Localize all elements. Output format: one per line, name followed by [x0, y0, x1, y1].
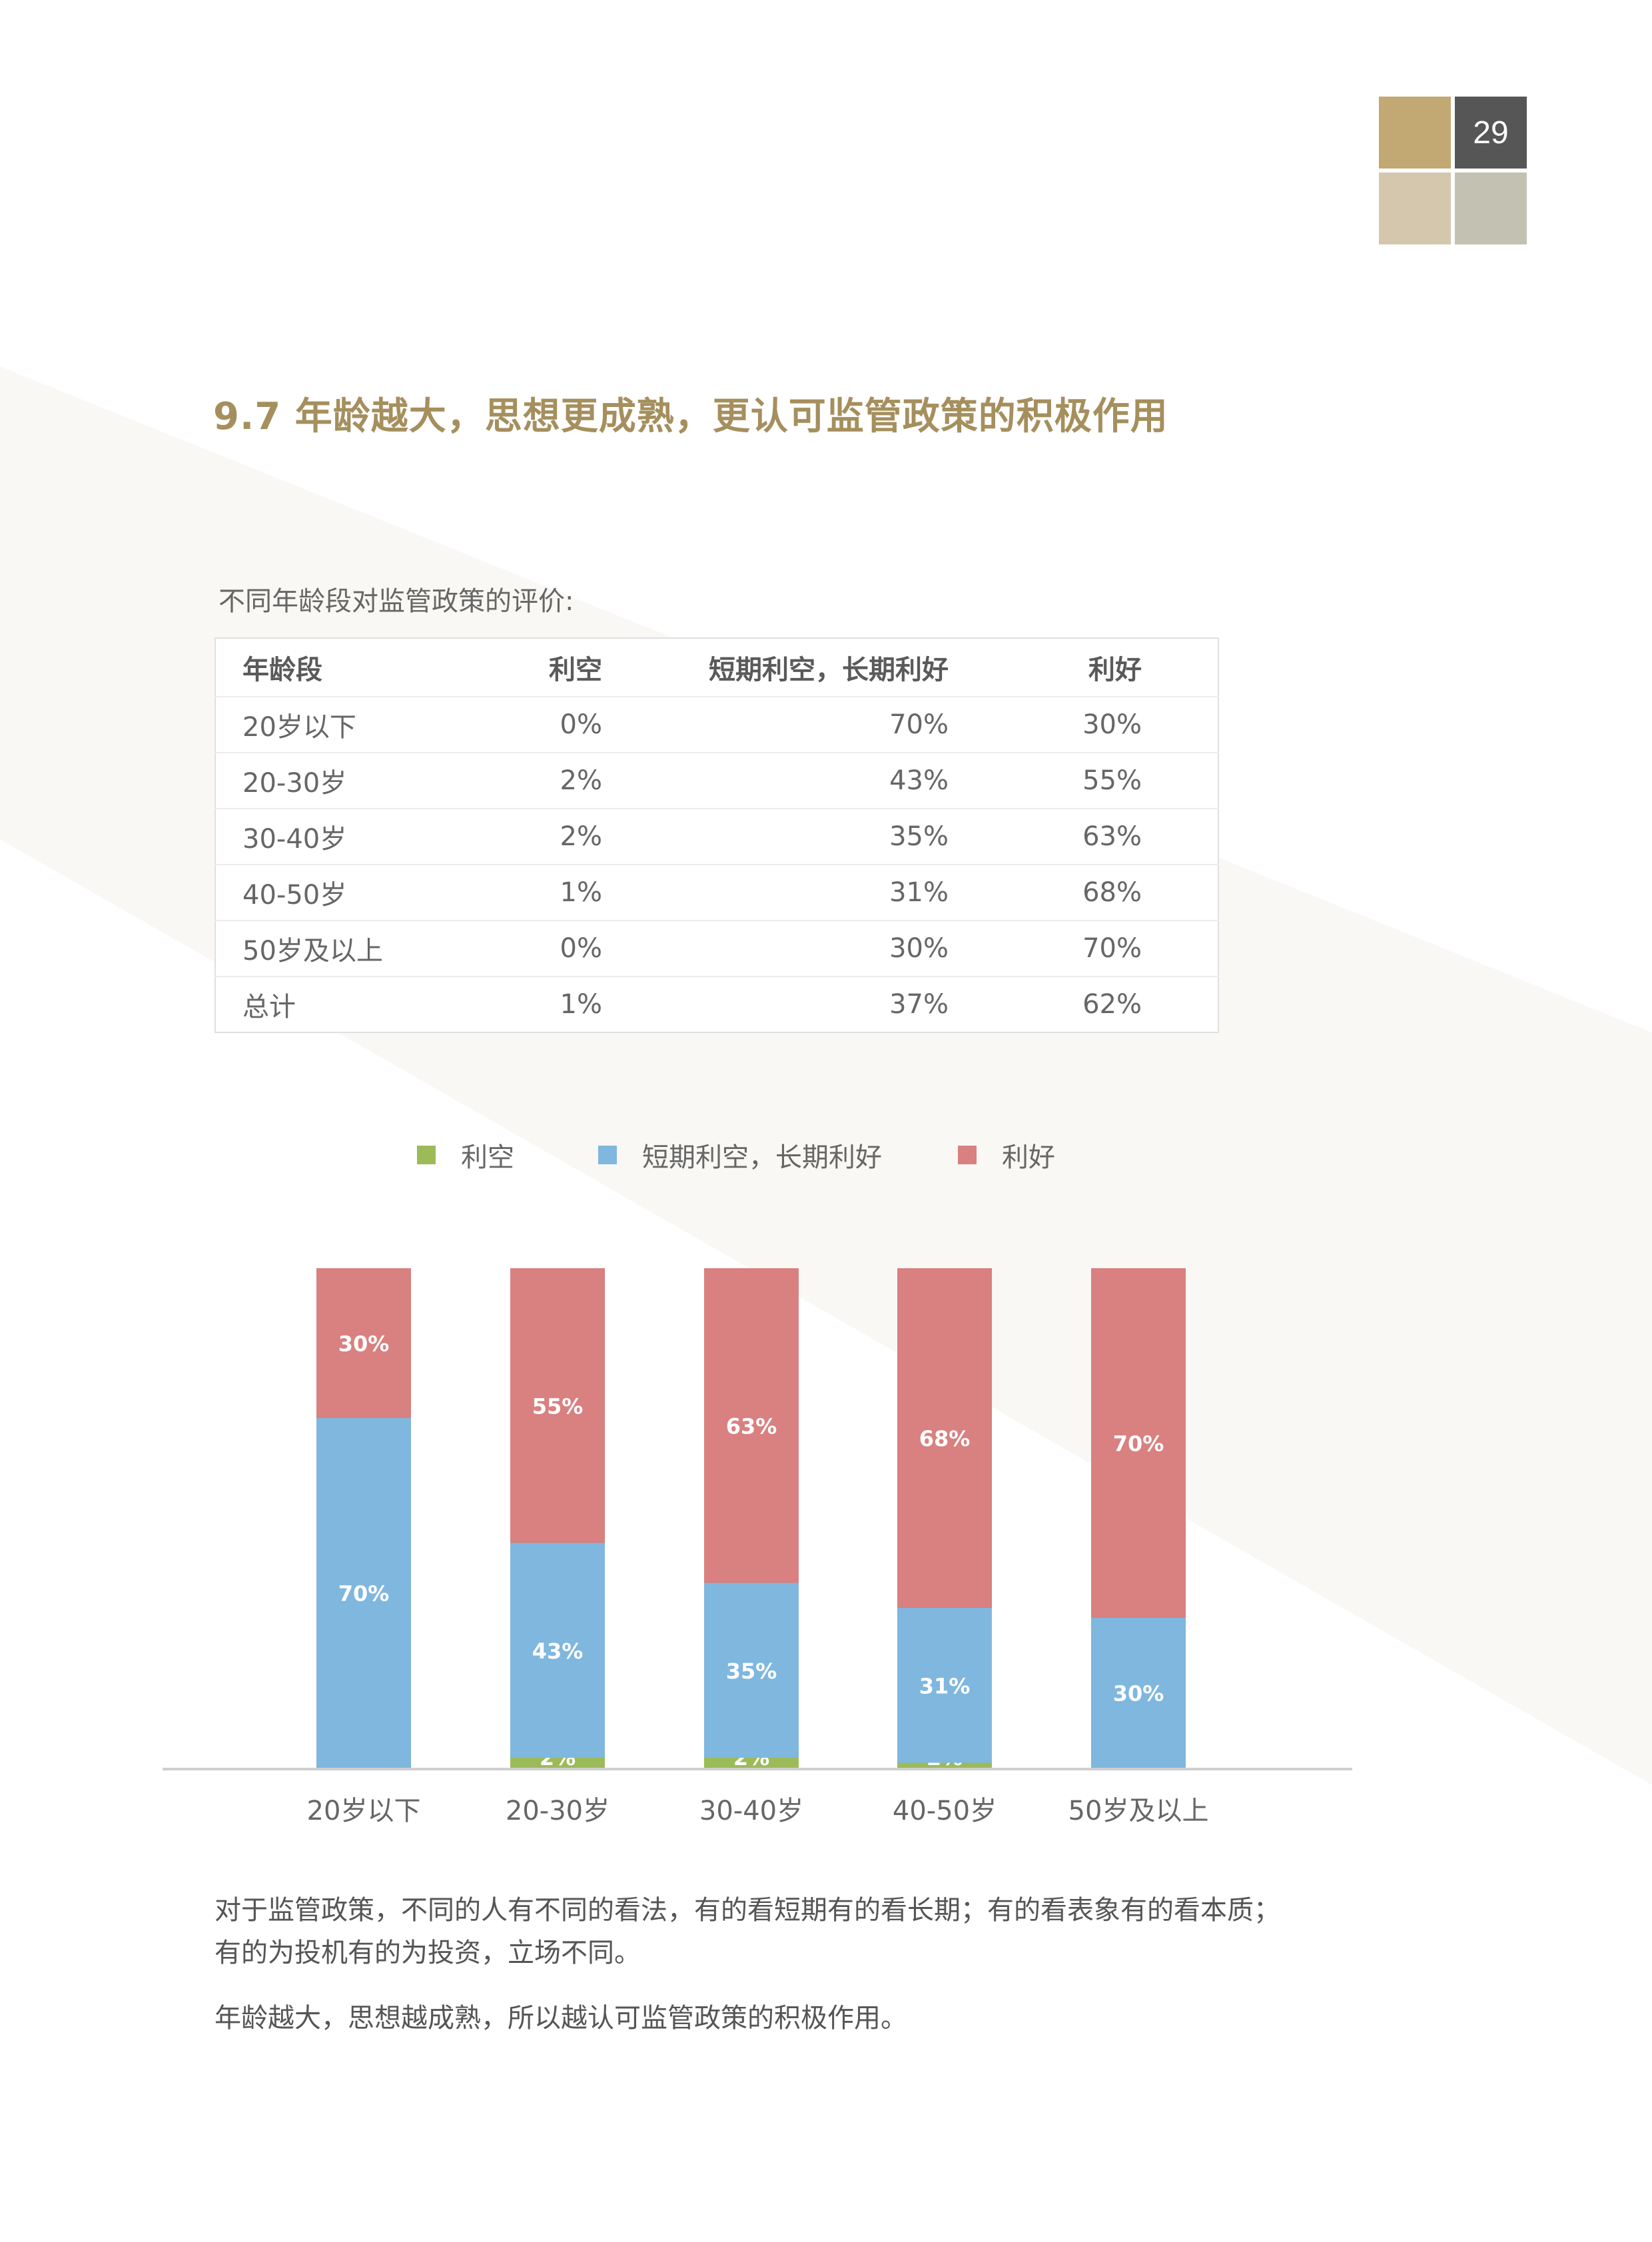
- section-title: 9.7 年龄越大，思想更成熟，更认可监管政策的积极作用: [213, 395, 1168, 438]
- bar-segment: [316, 1268, 411, 1418]
- x-tick-label: 50岁及以上: [1068, 1796, 1209, 1826]
- stacked-bar-chart: 70%30%20岁以下2%43%55%20-30岁2%35%63%30-40岁2…: [163, 1268, 1352, 1826]
- cell-age: 20-30岁: [215, 753, 502, 809]
- cell-positive: 62%: [1082, 989, 1142, 1020]
- header-age-group: 年龄段: [215, 638, 502, 697]
- table-header-row: 年龄段 利空 短期利空，长期利好 利好: [215, 638, 1218, 697]
- cell-age: 50岁及以上: [215, 921, 502, 977]
- bar-segment: [704, 1583, 799, 1758]
- data-label: 35%: [726, 1659, 777, 1684]
- data-label: 31%: [919, 1673, 971, 1698]
- cell-positive: 68%: [949, 865, 1142, 921]
- bar-segment: [704, 1268, 799, 1583]
- body-paragraph-line-2: 有的为投机有的为投资，立场不同。: [214, 1938, 641, 1968]
- x-tick-label: 30-40岁: [699, 1796, 803, 1826]
- header-negative: 利空: [502, 638, 602, 697]
- cell-negative: 2%: [502, 753, 602, 809]
- cell-mixed: 30%: [602, 921, 949, 977]
- legend-item-mixed: 短期利空，长期利好: [598, 1136, 882, 1174]
- cell-mixed: 43%: [602, 753, 949, 809]
- data-label: 55%: [532, 1393, 584, 1419]
- cell-mixed: 35%: [602, 809, 949, 865]
- x-tick-label: 40-50岁: [893, 1796, 997, 1826]
- cell-negative: 2%: [502, 809, 602, 865]
- table-row: 40-50岁 1% 31% 68%: [215, 865, 1218, 921]
- header-spacer: [1142, 638, 1218, 697]
- x-tick-label: 20岁以下: [307, 1796, 421, 1826]
- bar-segment: [897, 1608, 992, 1763]
- cell-positive: 55%: [949, 753, 1142, 809]
- bar-segment: [510, 1543, 605, 1758]
- corner-tile-gray: [1455, 173, 1527, 244]
- chart-legend: 利空 短期利空，长期利好 利好: [0, 1136, 1652, 1176]
- legend-swatch: [598, 1146, 617, 1164]
- legend-label: 利空: [461, 1142, 514, 1173]
- legend-label: 利好: [1002, 1142, 1055, 1173]
- data-label: 70%: [1113, 1431, 1164, 1457]
- table-row: 50岁及以上 0% 30% 70%: [215, 921, 1218, 977]
- cell-age: 40-50岁: [215, 865, 502, 921]
- data-label: 68%: [919, 1426, 971, 1451]
- cell-negative: 0%: [502, 921, 602, 977]
- legend-swatch: [958, 1146, 977, 1164]
- corner-tile-beige: [1379, 173, 1451, 244]
- header-short-negative-long-positive: 短期利空，长期利好: [602, 638, 949, 697]
- bar-segment: [897, 1762, 992, 1768]
- data-label: 63%: [726, 1413, 777, 1439]
- legend-item-negative: 利空: [417, 1136, 514, 1174]
- cell-mixed: 37%: [889, 989, 949, 1020]
- data-label: 30%: [1113, 1681, 1164, 1706]
- table-row: 20-30岁 2% 43% 55%: [215, 753, 1218, 809]
- cell-negative: 1%: [502, 865, 602, 921]
- table-caption: 不同年龄段对监管政策的评价:: [218, 586, 574, 617]
- bar-segment: [510, 1268, 605, 1543]
- table-row-total: 总计 1% 37% 62%: [215, 976, 1218, 1032]
- bar-segment: [897, 1268, 992, 1608]
- x-tick-label: 20-30岁: [506, 1796, 610, 1826]
- corner-tile-gold: [1379, 97, 1451, 169]
- bar-segment: [510, 1758, 605, 1768]
- table-row: 30-40岁 2% 35% 63%: [215, 809, 1218, 865]
- table-row: 20岁以下 0% 70% 30%: [215, 697, 1218, 753]
- cell-age: 30-40岁: [215, 809, 502, 865]
- legend-swatch: [417, 1146, 436, 1164]
- cell-negative: 1%: [560, 989, 602, 1020]
- page-number: 29: [1455, 97, 1527, 169]
- cell-age: 20岁以下: [215, 697, 502, 753]
- data-label: 70%: [338, 1581, 390, 1607]
- cell-mixed: 31%: [602, 865, 949, 921]
- evaluation-table: 年龄段 利空 短期利空，长期利好 利好 20岁以下 0% 70% 30% 20-…: [214, 637, 1219, 1033]
- body-paragraph-2: 年龄越大，思想越成熟，所以越认可监管政策的积极作用。: [214, 2003, 907, 2034]
- bar-segment: [1091, 1618, 1186, 1768]
- bar-segment: [316, 1418, 411, 1768]
- cell-mixed: 70%: [602, 697, 949, 753]
- data-label: 30%: [338, 1331, 390, 1357]
- body-paragraph-line-1: 对于监管政策，不同的人有不同的看法，有的看短期有的看长期；有的看表象有的看本质；: [214, 1895, 1280, 1926]
- cell-positive: 63%: [949, 809, 1142, 865]
- cell-positive: 30%: [949, 697, 1142, 753]
- bar-segment: [1091, 1268, 1186, 1618]
- legend-label: 短期利空，长期利好: [642, 1142, 882, 1173]
- cell-age: 总计: [242, 992, 296, 1022]
- data-label: 43%: [532, 1639, 584, 1664]
- legend-item-positive: 利好: [958, 1136, 1055, 1174]
- cell-positive: 70%: [949, 921, 1142, 977]
- cell-negative: 0%: [502, 697, 602, 753]
- header-positive: 利好: [949, 638, 1142, 697]
- bar-segment: [704, 1758, 799, 1768]
